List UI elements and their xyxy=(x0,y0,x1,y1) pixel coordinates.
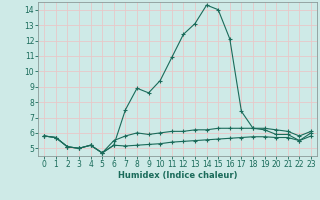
X-axis label: Humidex (Indice chaleur): Humidex (Indice chaleur) xyxy=(118,171,237,180)
